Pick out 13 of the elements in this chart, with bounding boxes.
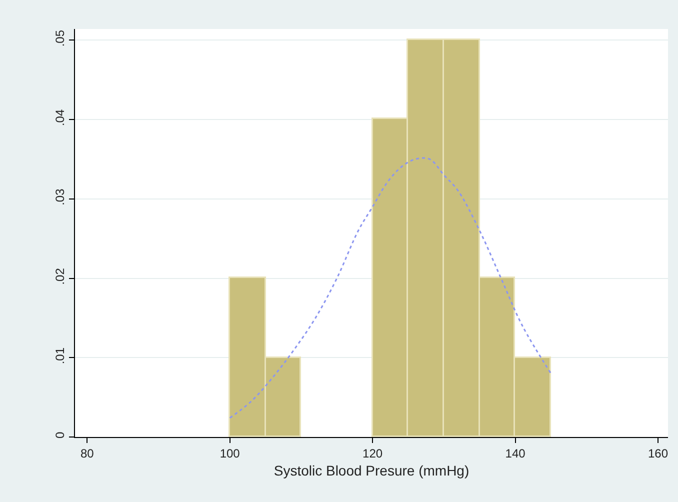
line-series (229, 157, 552, 419)
x-tick-label: 80 (80, 446, 94, 460)
y-tick-label: 0 (53, 432, 68, 439)
x-tick-label: 140 (505, 446, 526, 460)
y-tick-label: .05 (53, 30, 68, 47)
x-tick-label: 160 (648, 446, 668, 460)
y-tick-label: .04 (53, 109, 68, 126)
y-tick-label: .03 (53, 188, 68, 206)
y-tick-label: .02 (53, 268, 68, 285)
x-tick-label: 120 (362, 446, 383, 460)
y-tick-label: .01 (53, 347, 68, 364)
x-axis-title: Systolic Blood Presure (mmHg) (274, 462, 470, 479)
x-tick-label: 100 (220, 446, 240, 460)
